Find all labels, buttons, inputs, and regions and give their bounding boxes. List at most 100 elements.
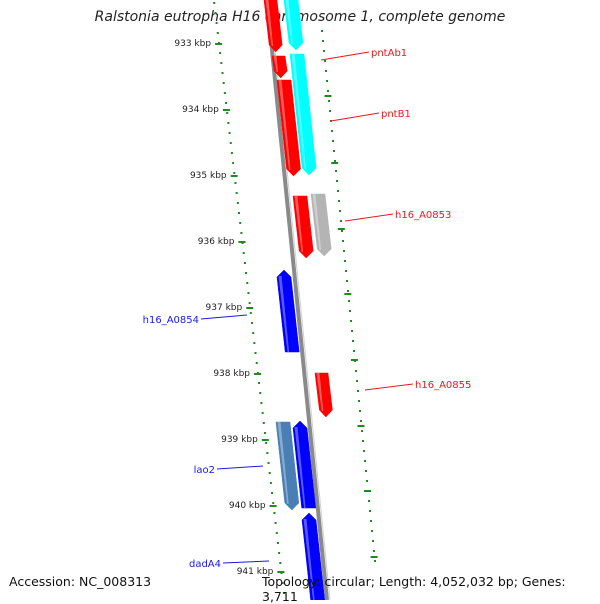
inner-major-tick <box>254 373 262 375</box>
inner-tick-dot <box>214 12 217 14</box>
kbp-tick-label: 941 kbp <box>237 567 274 577</box>
gene-label-7: dadA4 <box>189 559 221 570</box>
inner-tick-dot <box>263 432 266 434</box>
outer-tick-dot <box>352 340 354 342</box>
inner-tick-dot <box>232 162 235 164</box>
inner-tick-dot <box>281 582 284 584</box>
inner-tick-dot <box>260 402 263 404</box>
inner-tick-dot <box>222 82 225 84</box>
outer-tick-dot <box>361 430 363 432</box>
gene-pntB1-shine <box>278 80 291 170</box>
gene-dadA4-shine <box>303 519 315 600</box>
gene-labels: pntAb1 pntB1 h16_A0853 h16_A0854 h16_A0855la… <box>143 48 472 570</box>
inner-tick-dot <box>250 322 253 324</box>
outer-tick-dot <box>358 400 360 402</box>
gene-pntAb1-b <box>271 55 288 79</box>
outer-tick-dot <box>365 470 367 472</box>
inner-tick-dot <box>230 152 233 154</box>
outer-tick-dot <box>324 60 326 62</box>
inner-tick-dot <box>227 122 230 124</box>
outer-tick-dot <box>362 440 364 442</box>
inner-major-tick <box>222 109 230 111</box>
gene-h16-A0855 <box>314 372 333 418</box>
outer-tick-dot <box>326 80 328 82</box>
accession-text: Accession: NC_008313 <box>9 574 152 589</box>
outer-tick-dot <box>338 200 340 202</box>
outer-tick-dot <box>356 380 358 382</box>
inner-major-tick <box>269 505 277 507</box>
steelblue-feature-shine <box>277 422 289 504</box>
inner-major-tick <box>230 175 238 177</box>
inner-tick-dot <box>242 252 245 254</box>
inner-tick-dot <box>228 132 231 134</box>
inner-tick-dot <box>259 392 262 394</box>
outer-major-tick <box>324 95 332 97</box>
gene-leader-line <box>330 112 380 122</box>
inner-tick-dot <box>252 332 255 334</box>
inner-tick-dot <box>234 182 237 184</box>
outer-tick-dot <box>335 170 337 172</box>
outer-tick-dot <box>343 250 345 252</box>
outer-tick-dot <box>349 310 351 312</box>
kbp-tick-label: 940 kbp <box>229 501 266 511</box>
outer-tick-dot <box>332 140 334 142</box>
inner-tick-dot <box>249 312 252 314</box>
inner-major-tick <box>238 241 246 243</box>
gene-label-5: h16_A0855 <box>415 380 471 391</box>
outer-tick-dot <box>373 550 375 552</box>
outer-tick-dot <box>355 370 357 372</box>
inner-tick-dot <box>274 522 277 524</box>
outer-major-tick <box>350 359 358 361</box>
outer-tick-dot <box>323 50 325 52</box>
outer-tick-dot <box>342 240 344 242</box>
kbp-ticks: 933 kbp 934 kbp 935 kbp 936 kbp 937 kbp 938 k… <box>174 2 378 594</box>
outer-tick-dot <box>357 390 359 392</box>
outer-tick-dot <box>374 560 376 562</box>
kbp-tick-label: 933 kbp <box>174 39 211 49</box>
kbp-tick-label: 937 kbp <box>206 303 243 313</box>
inner-tick-dot <box>282 592 285 594</box>
outer-tick-dot <box>334 160 336 162</box>
inner-tick-dot <box>269 482 272 484</box>
outer-tick-dot <box>366 480 368 482</box>
inner-tick-dot <box>266 452 269 454</box>
outer-tick-dot <box>339 210 341 212</box>
inner-major-tick <box>246 307 254 309</box>
gene-h16-A0854-shine <box>278 276 290 352</box>
gene-label-1: pntAb1 <box>371 48 407 59</box>
outer-tick-dot <box>371 530 373 532</box>
outer-tick-dot <box>336 180 338 182</box>
gene-leader-line <box>216 465 264 470</box>
outer-tick-dot <box>345 270 347 272</box>
outer-tick-dot <box>327 90 329 92</box>
gene-h16-A0853 <box>292 195 314 259</box>
outer-tick-dot <box>329 110 331 112</box>
kbp-tick-label: 936 kbp <box>198 237 235 247</box>
inner-tick-dot <box>278 552 281 554</box>
outer-major-tick <box>331 162 339 164</box>
inner-tick-dot <box>219 52 222 54</box>
inner-tick-dot <box>239 222 242 224</box>
outer-tick-dot <box>347 290 349 292</box>
inner-tick-dot <box>238 212 241 214</box>
outer-tick-dot <box>364 460 366 462</box>
inner-tick-dot <box>262 422 265 424</box>
kbp-tick-label: 939 kbp <box>221 435 258 445</box>
backbone-line <box>265 0 329 600</box>
cyan-feature-2 <box>289 53 317 176</box>
inner-tick-dot <box>243 262 246 264</box>
gene-leader-line <box>344 213 394 222</box>
outer-tick-dot <box>370 520 372 522</box>
outer-major-tick <box>357 425 365 427</box>
inner-tick-dot <box>226 112 229 114</box>
outer-tick-dot <box>368 500 370 502</box>
outer-tick-dot <box>351 330 353 332</box>
inner-tick-dot <box>221 72 224 74</box>
inner-tick-dot <box>271 492 274 494</box>
inner-tick-dot <box>233 172 236 174</box>
kbp-tick-label: 938 kbp <box>213 369 250 379</box>
inner-major-tick <box>261 439 269 441</box>
inner-tick-dot <box>245 272 248 274</box>
grey-feature <box>310 193 332 257</box>
